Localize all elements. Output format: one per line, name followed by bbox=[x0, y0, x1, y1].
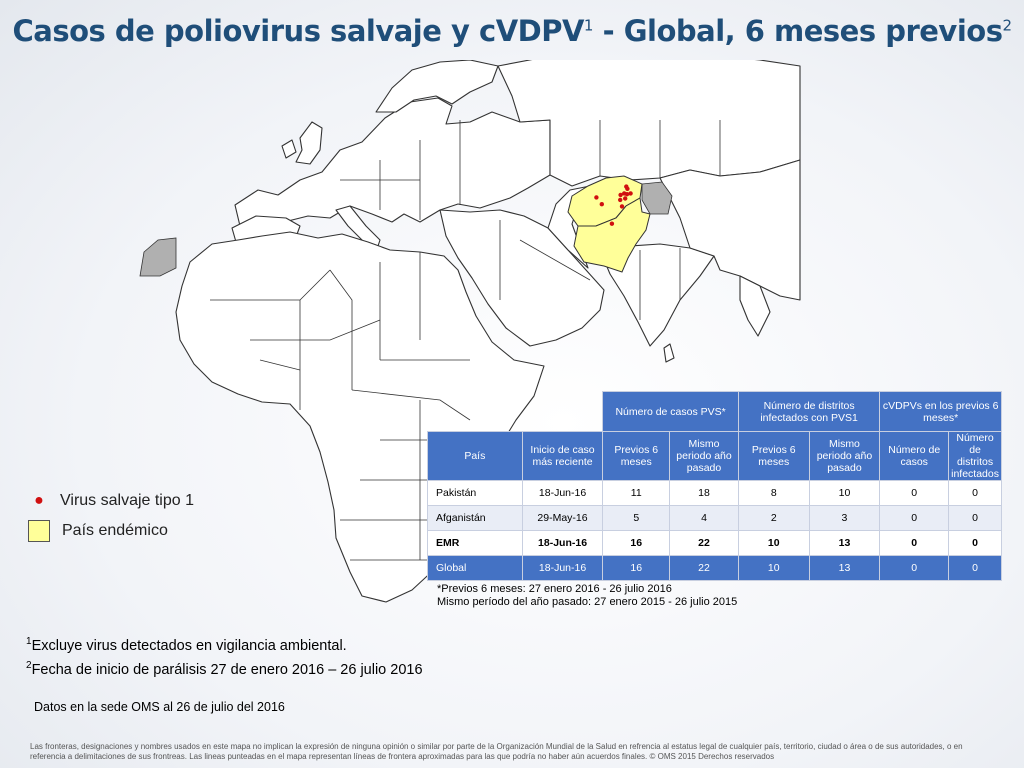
table-cell: 13 bbox=[808, 530, 881, 556]
cases-table: Número de casos PVS* Número de distritos… bbox=[427, 391, 1002, 581]
table-row: Global 18-Jun-16 16 22 10 13 0 0 bbox=[427, 555, 1002, 581]
header-group-cases: Número de casos PVS* bbox=[602, 391, 739, 432]
blank-header bbox=[428, 392, 603, 432]
table-cell: Afganistán bbox=[427, 505, 523, 531]
east-asia-landmass bbox=[659, 159, 801, 301]
table-cell: 0 bbox=[879, 480, 950, 506]
table-cell: 4 bbox=[669, 505, 739, 531]
case-point bbox=[624, 192, 630, 197]
table-cell: 0 bbox=[879, 530, 950, 556]
table-cell: 5 bbox=[602, 505, 671, 531]
data-source: Datos en la sede OMS al 26 de julio del … bbox=[34, 700, 285, 714]
header-last-case: Inicio de caso más reciente bbox=[521, 431, 604, 481]
header-districts-prev6: Previos 6 meses bbox=[737, 431, 810, 481]
table-cell: 18-Jun-16 bbox=[521, 530, 604, 556]
footnote-2: 2Fecha de inicio de parálisis 27 de ener… bbox=[26, 659, 423, 678]
table-cell: 22 bbox=[669, 555, 739, 581]
table-row: Pakistán 18-Jun-16 11 18 8 10 0 0 bbox=[427, 480, 1002, 506]
case-point bbox=[594, 195, 599, 200]
cases-table-wrap: Número de casos PVS* Número de distritos… bbox=[427, 391, 1002, 581]
table-cell: 2 bbox=[737, 505, 810, 531]
case-points-layer bbox=[594, 184, 633, 226]
header-country: País bbox=[427, 431, 523, 481]
note-same-period: Mismo período del año pasado: 27 enero 2… bbox=[437, 596, 738, 608]
table-cell: EMR bbox=[427, 530, 523, 556]
footnote-1: 1Excluye virus detectados en vigilancia … bbox=[26, 636, 347, 654]
table-cell: 0 bbox=[948, 480, 1002, 506]
pakistan-endemic bbox=[573, 197, 651, 273]
table-cell: 0 bbox=[948, 530, 1002, 556]
case-point bbox=[628, 191, 633, 196]
page-title: Casos de poliovirus salvaje y cVDPV1 - G… bbox=[12, 14, 1013, 48]
table-cell: 10 bbox=[808, 480, 881, 506]
britain-landmass bbox=[295, 121, 323, 165]
header-cvdpv-cases: Número de casos bbox=[879, 431, 950, 481]
table-cell: 0 bbox=[948, 505, 1002, 531]
table-row: EMR 18-Jun-16 16 22 10 13 0 0 bbox=[427, 530, 1002, 556]
red-dot-icon: ● bbox=[34, 492, 44, 509]
table-cell: 11 bbox=[602, 480, 671, 506]
case-point bbox=[623, 196, 628, 201]
western-sahara-region bbox=[139, 237, 177, 277]
map-legend: ● Virus salvaje tipo 1 País endémico bbox=[28, 486, 194, 546]
srilanka-landmass bbox=[663, 343, 675, 363]
table-cell: 18-Jun-16 bbox=[521, 480, 604, 506]
header-districts-lastyear: Mismo periodo año pasado bbox=[808, 431, 881, 481]
kashmir-region bbox=[641, 181, 673, 215]
table-cell: 0 bbox=[879, 555, 950, 581]
table-cell: Pakistán bbox=[427, 480, 523, 506]
table-cell: 0 bbox=[879, 505, 950, 531]
legend-wild-virus: ● Virus salvaje tipo 1 bbox=[28, 486, 194, 516]
case-point bbox=[599, 202, 604, 207]
table-cell: 8 bbox=[737, 480, 810, 506]
indochina-landmass bbox=[739, 275, 771, 337]
table-cell: 18-Jun-16 bbox=[521, 555, 604, 581]
legend-wild-virus-label: Virus salvaje tipo 1 bbox=[60, 492, 194, 509]
disclaimer: Las fronteras, designaciones y nombres u… bbox=[30, 742, 963, 761]
header-group-districts: Número de distritos infectados con PVS1 bbox=[737, 391, 881, 432]
ireland-landmass bbox=[281, 139, 297, 159]
case-point bbox=[625, 186, 630, 191]
table-cell: 3 bbox=[808, 505, 881, 531]
case-point bbox=[618, 197, 623, 203]
case-point bbox=[609, 221, 615, 226]
table-cell: 22 bbox=[669, 530, 739, 556]
middle-east-landmass bbox=[439, 209, 605, 347]
table-cell: 0 bbox=[948, 555, 1002, 581]
footnotes: 1Excluye virus detectados en vigilancia … bbox=[26, 632, 423, 680]
table-cell: 10 bbox=[737, 555, 810, 581]
table-notes: *Previos 6 meses: 27 enero 2016 - 26 jul… bbox=[437, 583, 737, 609]
legend-endemic-label: País endémico bbox=[62, 522, 168, 539]
note-prev6: *Previos 6 meses: 27 enero 2016 - 26 jul… bbox=[437, 583, 672, 595]
table-cell: 16 bbox=[602, 555, 671, 581]
case-point bbox=[619, 204, 625, 209]
legend-endemic: País endémico bbox=[28, 516, 194, 546]
header-cases-lastyear: Mismo periodo año pasado bbox=[669, 431, 739, 481]
table-cell: 16 bbox=[602, 530, 671, 556]
table-cell: 10 bbox=[737, 530, 810, 556]
header-cvdpv-districts: Número de distritos infectados bbox=[948, 431, 1002, 481]
table-cell: 29-May-16 bbox=[521, 505, 604, 531]
scandinavia-landmass bbox=[375, 60, 499, 113]
yellow-square-icon bbox=[28, 520, 50, 542]
table-cell: 18 bbox=[669, 480, 739, 506]
europe-landmass bbox=[234, 97, 551, 227]
header-cases-prev6: Previos 6 meses bbox=[602, 431, 671, 481]
table-row: Afganistán 29-May-16 5 4 2 3 0 0 bbox=[427, 505, 1002, 531]
table-cell: 13 bbox=[808, 555, 881, 581]
table-cell: Global bbox=[427, 555, 523, 581]
case-point bbox=[618, 192, 623, 198]
header-group-cvdpv: cVDPVs en los previos 6 meses* bbox=[879, 391, 1002, 432]
